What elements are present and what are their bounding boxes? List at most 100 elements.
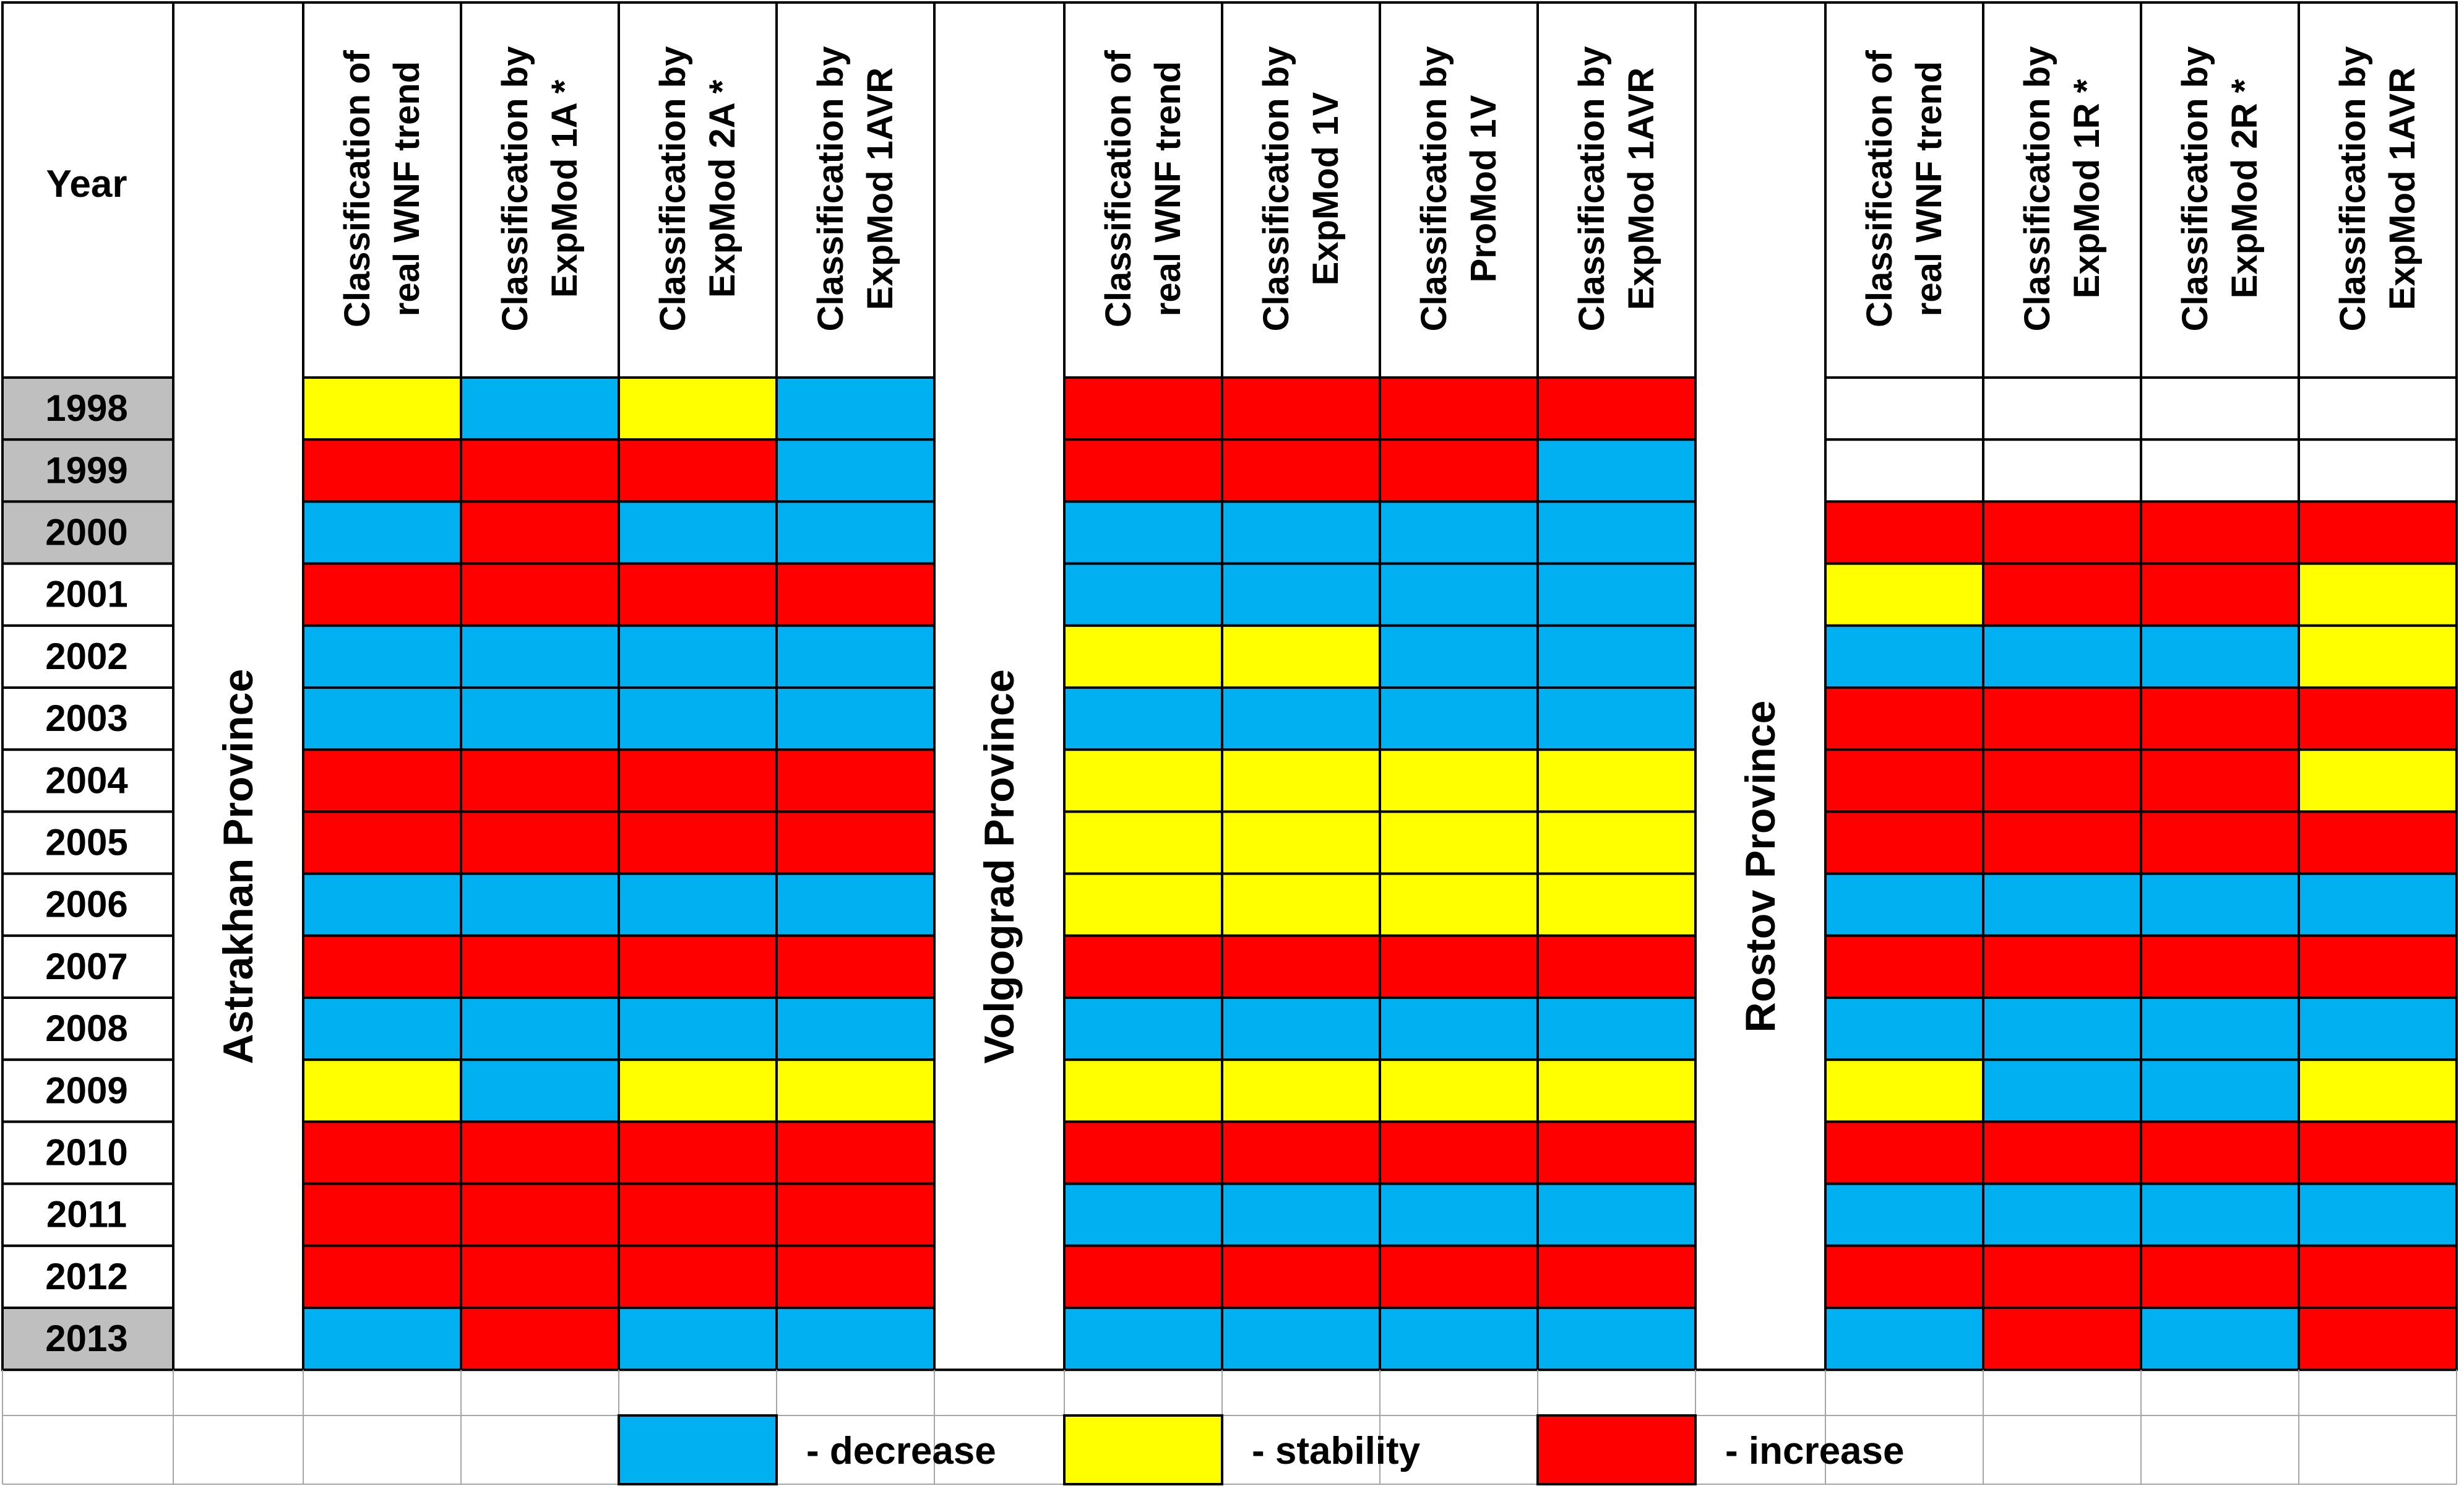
classification-cell [1982,1182,2142,1247]
classification-cell [1221,624,1381,689]
column-header-cell [1536,1,1697,379]
column-header-cell [618,1,778,379]
column-header-cell [775,1,936,379]
year-label: 2002 [45,636,127,677]
classification-cell [1379,686,1539,751]
column-header-label: ExpMod 1V [1306,92,1346,285]
classification-cell [618,1058,778,1123]
column-header-label: ExpMod 1AVR [2382,67,2423,310]
classification-cell [460,686,620,751]
classification-cell [618,500,778,565]
legend-swatch-stability [1063,1414,1223,1485]
classification-cell [1536,1120,1697,1185]
classification-cell [1824,810,1984,875]
year-label: 2006 [45,884,127,925]
year-cell [1,1244,174,1310]
column-header-label: Classification by [653,46,693,332]
legend-swatch-decrease [618,1414,778,1485]
column-header-label: real WNF trend [387,61,427,317]
classification-cell [618,996,778,1061]
column-header-label: ExpMod 2A * [702,79,743,298]
classification-cell [1221,748,1381,813]
classification-cell [1063,438,1223,503]
column-header-label: ExpMod 1AVR [1621,67,1661,310]
classification-cell [1982,562,2142,627]
classification-cell [1221,686,1381,751]
classification-cell [1063,748,1223,813]
classification-cell [618,810,778,875]
classification-cell [1536,438,1697,503]
classification-cell [460,748,620,813]
legend-label-increase: - increase [1725,1430,1905,1472]
classification-cell [775,438,936,503]
classification-cell [618,438,778,503]
classification-cell [1982,438,2142,503]
classification-cell [2140,624,2300,689]
classification-cell [775,996,936,1061]
classification-cell [460,1058,620,1123]
classification-cell [1824,1120,1984,1185]
classification-cell [1379,1058,1539,1123]
year-cell [1,500,174,565]
classification-cell [775,500,936,565]
classification-cell [2298,686,2458,751]
classification-cell [1379,500,1539,565]
year-label: 2011 [46,1194,127,1235]
classification-cell [1063,1058,1223,1123]
column-header-label: real WNF trend [1909,61,1949,317]
classification-cell [302,872,462,937]
classification-cell [302,748,462,813]
province-name-label: Volgograd Province [976,669,1023,1063]
classification-cell [618,686,778,751]
column-header-label: Classification by [1572,46,1612,332]
classification-cell [1063,1307,1223,1372]
column-header-label: ExpMod 1R * [2067,79,2107,298]
year-label: 2001 [45,574,127,615]
classification-cell [1824,934,1984,1000]
classification-cell [1379,562,1539,627]
classification-cell [302,1182,462,1247]
classification-cell [618,1307,778,1372]
legend-label-decrease: - decrease [806,1430,996,1472]
classification-cell [1982,1058,2142,1123]
classification-cell [1982,748,2142,813]
classification-cell [2298,500,2458,565]
column-header-cell [1063,1,1223,379]
classification-cell [775,376,936,441]
classification-cell [2298,1120,2458,1185]
classification-cell [775,748,936,813]
year-cell [1,1182,174,1247]
column-header-label: Classification by [495,46,535,332]
classification-cell [1063,624,1223,689]
column-header-cell [1824,1,1984,379]
classification-cell [302,624,462,689]
classification-cell [1063,500,1223,565]
classification-cell [302,810,462,875]
classification-cell [2140,438,2300,503]
classification-cell [1379,934,1539,1000]
classification-cell [1536,686,1697,751]
classification-cell [1379,996,1539,1061]
classification-cell [1982,1244,2142,1310]
classification-cell [302,1307,462,1372]
classification-cell [618,748,778,813]
classification-cell [302,438,462,503]
classification-cell [775,1058,936,1123]
classification-cell [302,376,462,441]
classification-cell [460,1120,620,1185]
classification-cell [1824,438,1984,503]
classification-cell [1536,562,1697,627]
province-name-cell [1694,1,1827,1372]
classification-cell [1221,376,1381,441]
classification-cell [1536,376,1697,441]
classification-cell [460,934,620,1000]
classification-cell [1221,438,1381,503]
classification-cell [1982,1307,2142,1372]
year-label: 2000 [45,512,127,553]
classification-cell [1982,1120,2142,1185]
classification-cell [1824,686,1984,751]
classification-cell [1063,872,1223,937]
classification-cell [1982,810,2142,875]
classification-cell [1379,1244,1539,1310]
